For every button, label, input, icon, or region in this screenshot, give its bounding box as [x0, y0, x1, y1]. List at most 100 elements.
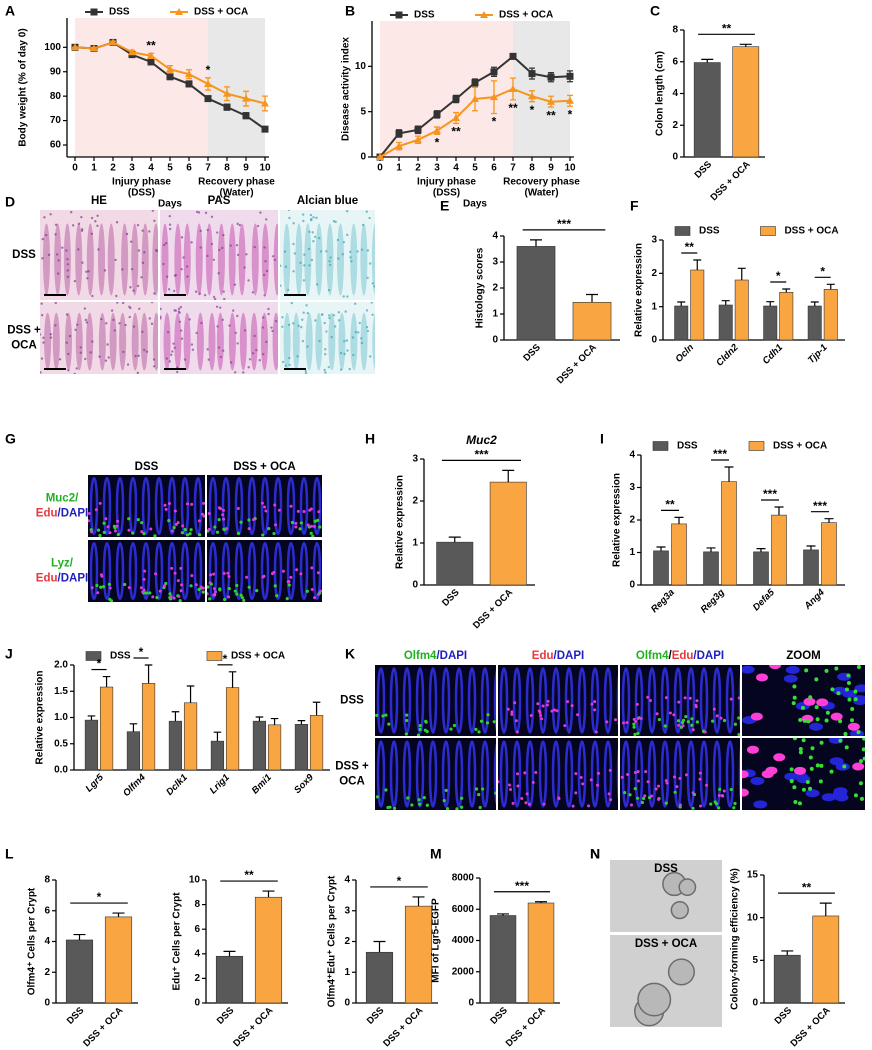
- error-bar: [129, 723, 138, 732]
- nucleus: [188, 318, 191, 321]
- magenta-signal: [579, 776, 583, 780]
- y-tick-label: 10: [355, 61, 367, 72]
- micrograph: [40, 210, 158, 300]
- crypt: [115, 541, 125, 601]
- magenta-signal: [261, 575, 265, 579]
- error-bar: [270, 717, 279, 725]
- nucleus: [194, 290, 198, 293]
- green-signal: [109, 599, 114, 602]
- nucleus: [261, 353, 265, 356]
- significance-label: **: [451, 125, 461, 139]
- y-tick-label: 6000: [452, 904, 475, 915]
- edu-nucleus: [750, 712, 763, 721]
- bar: [104, 916, 133, 1004]
- nucleus: [141, 229, 144, 232]
- nucleus: [302, 311, 305, 314]
- magenta-signal: [574, 791, 578, 795]
- magenta-signal: [153, 572, 157, 576]
- olfm4-signal: [846, 680, 851, 685]
- nucleus: [104, 359, 108, 362]
- y-tick-label: 2: [651, 268, 657, 279]
- magenta-signal: [720, 794, 724, 798]
- data-point: [242, 94, 250, 102]
- y-tick-label: 1: [651, 301, 657, 312]
- green-signal: [449, 727, 453, 731]
- y-axis-label: Relative expression: [634, 243, 645, 337]
- legend-swatch: [760, 226, 776, 236]
- crypt: [350, 223, 358, 296]
- nucleus: [366, 249, 370, 252]
- nucleus: [141, 330, 144, 334]
- x-tick-label: DSS: [65, 1005, 87, 1027]
- row-label: Edu/DAPI: [36, 508, 88, 520]
- y-tick-label: 2: [672, 120, 678, 131]
- nucleus: [84, 357, 87, 361]
- crypt: [712, 667, 722, 734]
- crypt: [141, 476, 151, 536]
- column-label-part: /DAPI: [554, 650, 585, 662]
- green-signal: [718, 787, 722, 791]
- y-tick-label: 1.5: [54, 686, 68, 697]
- nucleus: [179, 329, 183, 332]
- nucleus: [66, 258, 69, 261]
- magenta-signal: [142, 588, 146, 592]
- magenta-signal: [639, 717, 643, 721]
- nucleus: [76, 323, 79, 326]
- nucleus: [361, 223, 365, 227]
- magenta-signal: [729, 697, 733, 701]
- olfm4-signal: [815, 717, 820, 722]
- crypt: [234, 541, 244, 601]
- magenta-signal: [694, 703, 698, 707]
- nucleus: [346, 233, 349, 237]
- organoid: [678, 878, 697, 897]
- data-point: [204, 95, 212, 103]
- nucleus: [42, 341, 45, 344]
- olfm4-signal: [808, 786, 813, 791]
- column-label-part: /DAPI: [693, 650, 724, 662]
- magenta-signal: [310, 524, 314, 528]
- crypt: [350, 312, 358, 371]
- column-label: DSS: [135, 461, 159, 473]
- magenta-signal: [88, 511, 91, 515]
- green-signal: [218, 588, 222, 592]
- nucleus: [342, 240, 346, 244]
- magenta-signal: [90, 530, 94, 534]
- nucleus: [288, 363, 291, 367]
- green-signal: [227, 587, 231, 591]
- crypt: [371, 223, 375, 296]
- olfm4-signal: [814, 705, 819, 710]
- micrograph-content: [498, 665, 618, 736]
- nucleus: [370, 302, 373, 304]
- green-signal: [418, 727, 422, 732]
- phase-label: (DSS): [433, 188, 460, 199]
- nucleus: [324, 371, 327, 374]
- column-label: Olfm4/Edu/DAPI: [636, 650, 724, 662]
- green-signal: [223, 597, 227, 602]
- magenta-signal: [678, 803, 682, 807]
- crypt: [360, 223, 368, 296]
- nucleus: [168, 223, 172, 226]
- green-signal: [387, 722, 391, 726]
- magenta-signal: [657, 784, 661, 788]
- crypt: [512, 740, 522, 808]
- magenta-signal: [593, 708, 597, 712]
- nucleus: [115, 221, 119, 224]
- crypt: [480, 667, 490, 734]
- nucleus: [354, 330, 358, 334]
- nucleus: [346, 295, 349, 298]
- nucleus: [328, 316, 331, 320]
- nucleus: [345, 210, 349, 213]
- crypt: [389, 667, 399, 734]
- panel-letter: J: [5, 646, 13, 662]
- olfm4-signal: [844, 687, 849, 692]
- magenta-signal: [88, 519, 91, 523]
- nucleus: [288, 216, 291, 220]
- magenta-signal: [263, 505, 267, 509]
- nucleus: [292, 270, 295, 273]
- nucleus: [91, 340, 94, 343]
- edu-nucleus: [803, 697, 816, 706]
- olfm4-signal: [792, 684, 797, 689]
- bar: [721, 481, 737, 586]
- nucleus: [327, 365, 330, 369]
- green-signal: [96, 528, 101, 532]
